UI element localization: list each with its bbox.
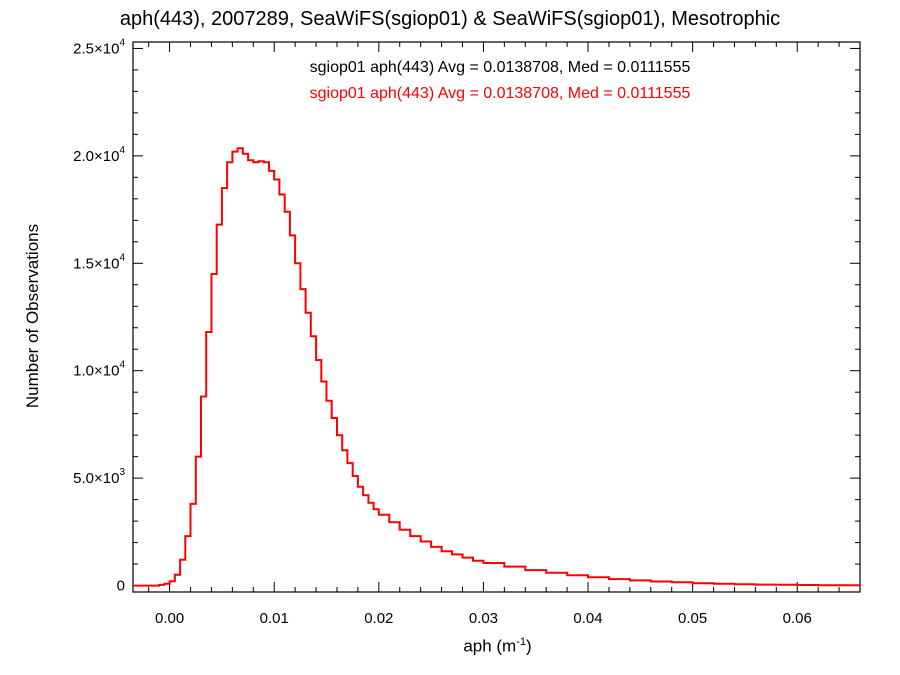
x-axis-label-close: ): [526, 636, 532, 656]
x-axis-label: aph (m-1): [0, 636, 900, 657]
y-tick-label: 0: [117, 578, 125, 595]
y-tick-label: 2.0×104: [73, 145, 125, 165]
stat-annotation: sgiop01 aph(443) Avg = 0.0138708, Med = …: [310, 85, 691, 102]
x-tick-label: 0.05: [678, 610, 707, 627]
x-tick-label: 0.06: [783, 610, 812, 627]
y-tick-label: 1.0×104: [73, 360, 125, 380]
x-tick-label: 0.01: [260, 610, 289, 627]
annotations: sgiop01 aph(443) Avg = 0.0138708, Med = …: [310, 59, 691, 102]
x-axis-label-exponent: -1: [516, 636, 527, 648]
x-tick-label: 0.03: [469, 610, 498, 627]
x-axis-label-main: aph (m: [463, 636, 517, 656]
x-tick-label: 0.04: [573, 610, 602, 627]
chart-title: aph(443), 2007289, SeaWiFS(sgiop01) & Se…: [119, 8, 781, 30]
axis-ticks: [133, 42, 861, 592]
y-tick-label: 2.5×104: [73, 37, 125, 57]
series-layer: [133, 147, 861, 587]
y-tick-label: 5.0×103: [73, 467, 125, 487]
y-tick-label: 1.5×104: [73, 252, 125, 272]
plot-frame: [132, 41, 861, 593]
axis-tick-labels: 0.00 0.01 0.02 0.03 0.04 0.05 0.06 0 5.0×103 1.0×…: [73, 37, 812, 627]
x-tick-label: 0.00: [155, 610, 184, 627]
x-tick-label: 0.02: [364, 610, 393, 627]
stat-annotation: sgiop01 aph(443) Avg = 0.0138708, Med = …: [310, 59, 691, 76]
histogram-line: [133, 147, 861, 587]
